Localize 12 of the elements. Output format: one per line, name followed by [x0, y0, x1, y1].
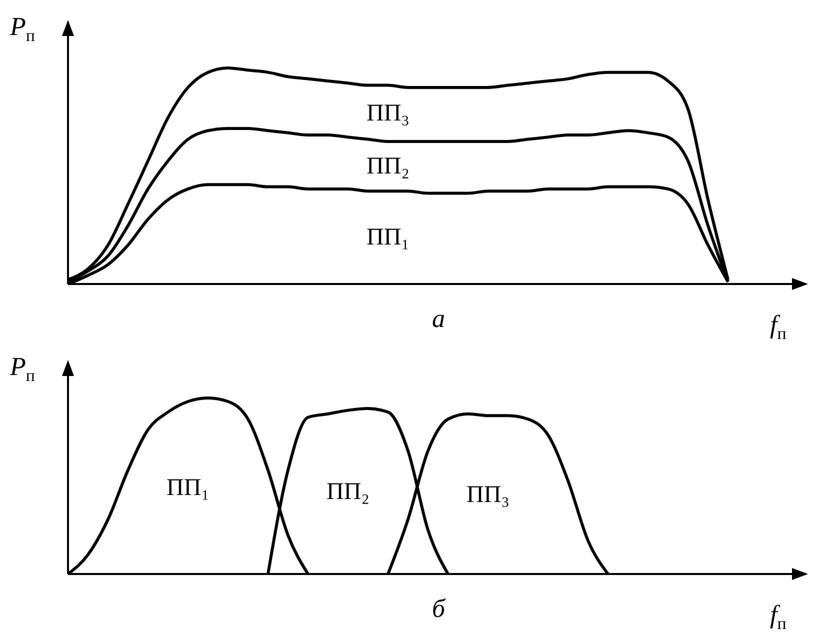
y-axis-title: P$_{п}$ [10, 352, 35, 386]
text: б [432, 594, 446, 623]
series-label: ПП₂ [326, 479, 370, 506]
y-axis-title: P$_{п}$ [10, 12, 35, 46]
x-axis-title: f$_{п}$ [770, 310, 786, 344]
series-label: ПП₁ [366, 224, 410, 251]
series-label: ПП₃ [366, 100, 410, 126]
text: а [432, 304, 445, 333]
series-label: ПП₁ [166, 474, 210, 501]
x-axis-title: f$_{п}$ [770, 600, 786, 634]
series-label: ПП₂ [366, 153, 410, 180]
series-label: ПП₃ [466, 482, 510, 508]
